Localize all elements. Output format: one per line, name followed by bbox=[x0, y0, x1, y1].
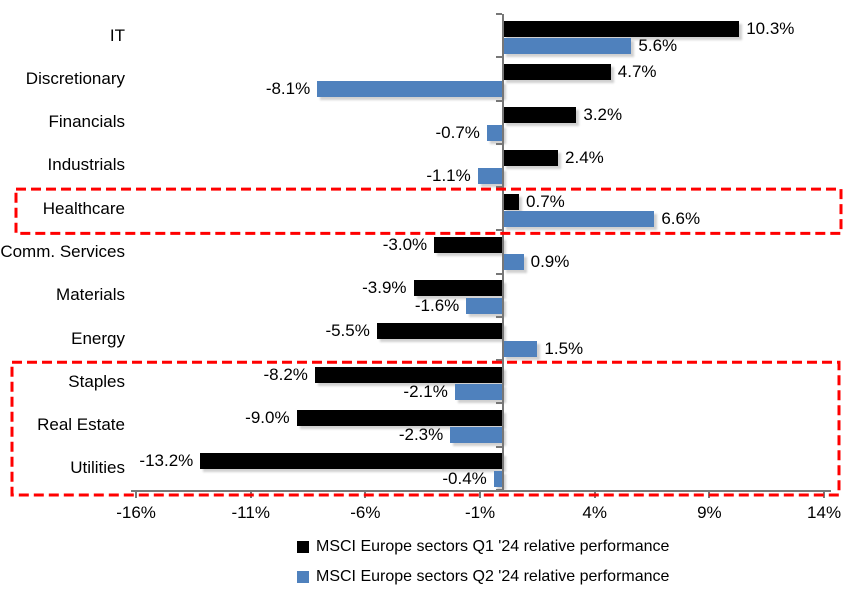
bar-q2 bbox=[477, 167, 503, 184]
bar-value-label: -5.5% bbox=[325, 321, 370, 341]
legend-item-q1: MSCI Europe sectors Q1 '24 relative perf… bbox=[297, 536, 669, 558]
y-axis-line bbox=[502, 14, 504, 490]
bar-q1 bbox=[503, 150, 559, 167]
y-axis-tick bbox=[496, 359, 502, 362]
bar-value-label: -0.7% bbox=[435, 122, 480, 142]
x-axis-tick-label: 9% bbox=[697, 503, 722, 522]
bar-value-label: -3.9% bbox=[362, 278, 407, 298]
legend-marker-q1 bbox=[297, 541, 309, 553]
y-axis-tick bbox=[496, 56, 502, 59]
bar-value-label: 4.7% bbox=[617, 61, 657, 81]
y-axis-tick bbox=[496, 99, 502, 102]
highlight-box bbox=[14, 187, 843, 235]
y-axis-tick bbox=[496, 445, 502, 448]
x-axis-tick bbox=[479, 492, 482, 498]
x-axis-tick bbox=[593, 492, 596, 498]
bar-q2 bbox=[503, 254, 524, 271]
x-axis-tick bbox=[823, 492, 826, 498]
x-axis-tick bbox=[135, 492, 138, 498]
y-axis-tick bbox=[496, 142, 502, 145]
bar-q2 bbox=[317, 81, 503, 98]
category-label: Energy bbox=[71, 328, 125, 348]
x-axis-tick-label: -1% bbox=[464, 503, 496, 522]
bar-q2 bbox=[503, 211, 655, 228]
category-label: Financials bbox=[48, 112, 125, 132]
bar-value-label: 2.4% bbox=[565, 148, 604, 168]
bar-value-label: 3.2% bbox=[583, 105, 623, 125]
y-axis-tick bbox=[496, 13, 502, 15]
x-axis-tick-label: -6% bbox=[350, 503, 381, 522]
y-axis-tick bbox=[496, 186, 502, 189]
x-axis-tick bbox=[708, 492, 711, 498]
bar-q2 bbox=[503, 38, 632, 54]
bar-q1 bbox=[434, 236, 503, 253]
category-label: Comm. Services bbox=[0, 241, 125, 261]
x-axis-tick-label: 4% bbox=[582, 503, 607, 522]
x-axis-tick-label: -16% bbox=[116, 503, 156, 522]
legend-label-q2: MSCI Europe sectors Q2 '24 relative perf… bbox=[316, 568, 670, 585]
bar-q2 bbox=[466, 297, 503, 314]
category-label: Real Estate bbox=[37, 415, 125, 435]
category-label: Industrials bbox=[47, 155, 125, 175]
legend-item-q2: MSCI Europe sectors Q2 '24 relative perf… bbox=[297, 566, 669, 588]
x-axis-tick-label: 14% bbox=[807, 503, 842, 522]
bar-value-label: -13.2% bbox=[139, 451, 194, 471]
bar-value-label: -2.1% bbox=[403, 382, 448, 402]
bar-value-label: 5.6% bbox=[638, 36, 678, 55]
y-axis-tick bbox=[496, 229, 502, 232]
bar-value-label: -2.3% bbox=[398, 425, 444, 445]
bar-value-label: -1.6% bbox=[414, 295, 460, 315]
x-axis-tick bbox=[249, 492, 252, 498]
bar-q1 bbox=[376, 323, 503, 340]
x-axis-tick bbox=[364, 492, 367, 498]
bar-value-label: -9.0% bbox=[245, 407, 290, 427]
bar-value-label: 0.7% bbox=[526, 191, 565, 211]
bar-q1 bbox=[413, 280, 503, 297]
legend: MSCI Europe sectors Q1 '24 relative perf… bbox=[297, 536, 669, 596]
legend-marker-q2 bbox=[297, 571, 309, 583]
category-label: Staples bbox=[68, 371, 125, 391]
bar-value-label: 10.3% bbox=[746, 18, 795, 38]
category-label: Materials bbox=[56, 285, 125, 305]
bar-value-label: 6.6% bbox=[661, 209, 701, 229]
category-label: Utilities bbox=[70, 458, 125, 478]
bar-value-label: -0.4% bbox=[442, 468, 487, 488]
bar-q1 bbox=[503, 107, 577, 124]
bar-value-label: -1.1% bbox=[426, 165, 471, 185]
bar-value-label: -8.2% bbox=[263, 364, 308, 384]
bar-value-label: -3.0% bbox=[382, 234, 428, 254]
bar-value-label: -8.1% bbox=[265, 79, 311, 99]
legend-label-q1: MSCI Europe sectors Q1 '24 relative perf… bbox=[316, 538, 670, 555]
bar-value-label: 0.9% bbox=[530, 252, 570, 272]
bar-q1 bbox=[503, 193, 520, 210]
y-axis-tick bbox=[496, 402, 502, 405]
y-axis-tick bbox=[496, 272, 502, 275]
x-axis-tick-label: -11% bbox=[231, 503, 270, 522]
bar-q2 bbox=[454, 384, 503, 401]
bar-value-label: 1.5% bbox=[544, 338, 584, 358]
category-label: Discretionary bbox=[25, 68, 125, 88]
y-axis-tick bbox=[496, 315, 502, 318]
category-label: IT bbox=[109, 25, 125, 45]
bar-q2 bbox=[450, 427, 503, 444]
bar-q1 bbox=[503, 20, 740, 37]
bar-q1 bbox=[503, 63, 611, 80]
bar-q2 bbox=[503, 340, 538, 357]
category-label: Healthcare bbox=[42, 198, 125, 218]
bar-q2 bbox=[486, 124, 503, 141]
